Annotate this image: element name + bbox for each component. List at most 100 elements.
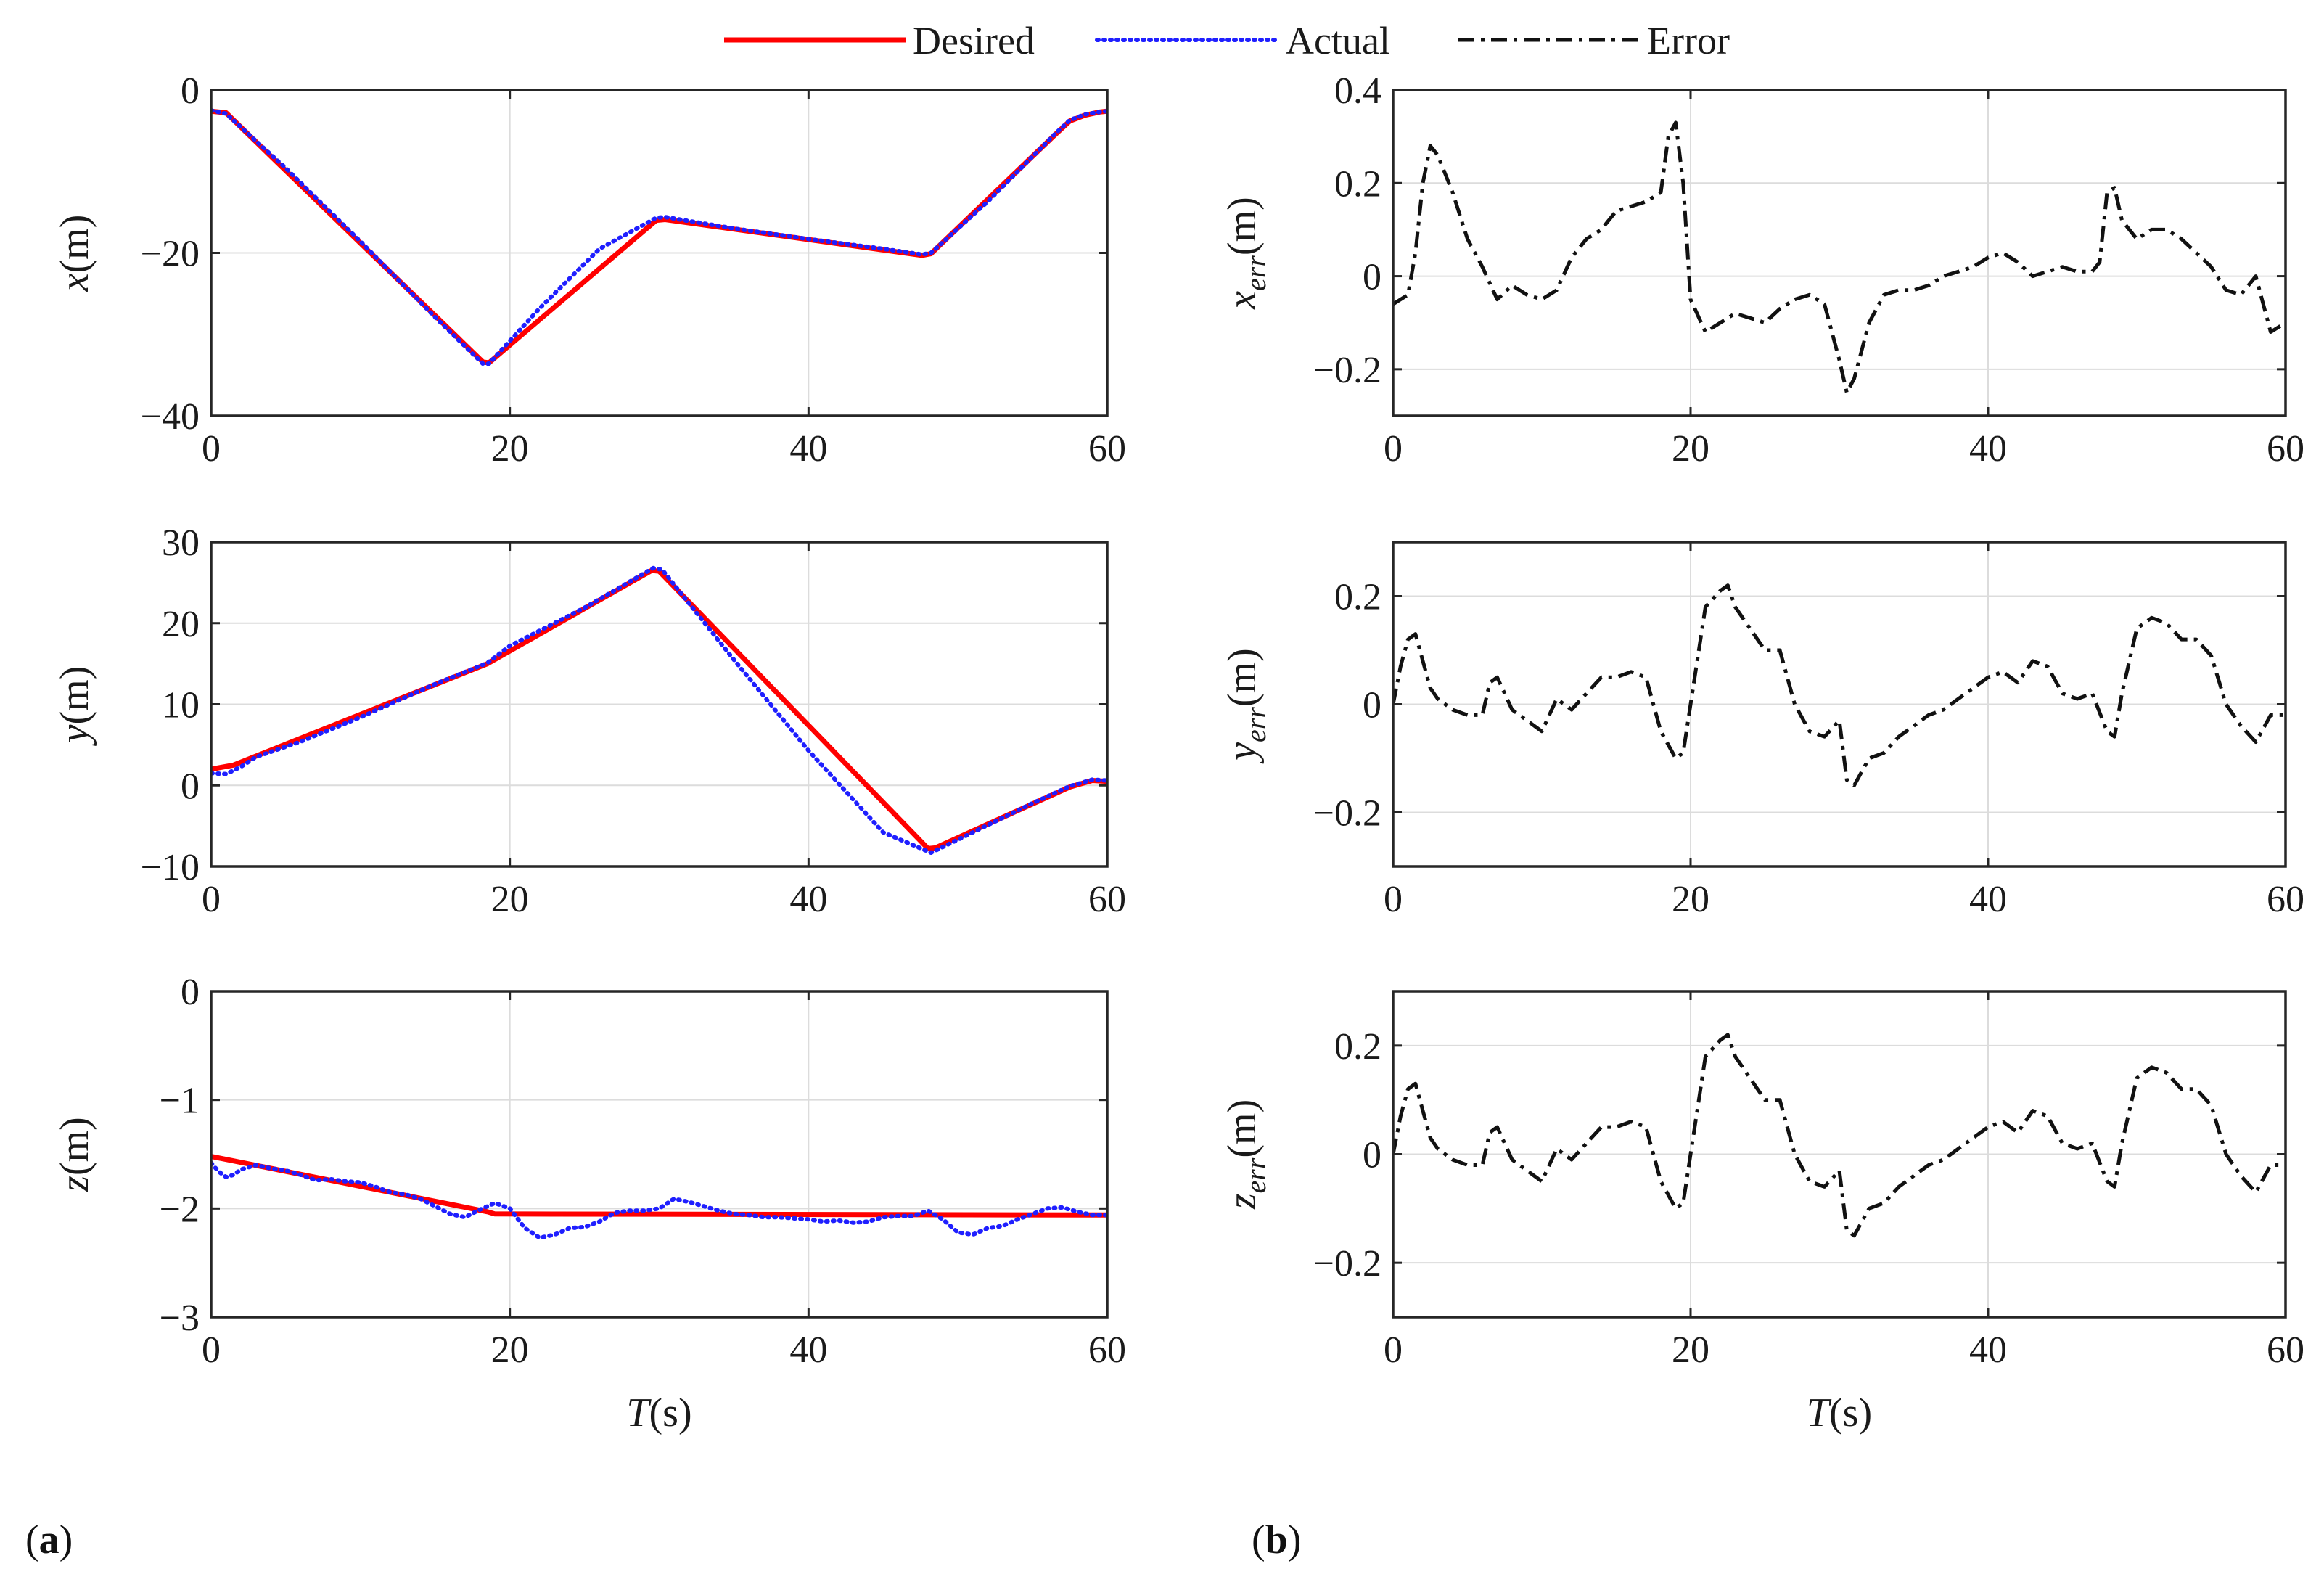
- series-actual-line: [211, 565, 1107, 855]
- y-axis-label: x(m): [52, 215, 97, 292]
- panel-label-b-letter: b: [1265, 1517, 1288, 1562]
- y-tick-label: −0.2: [1313, 350, 1381, 391]
- x-tick-label: 0: [1384, 879, 1403, 920]
- y-axis-label-unit: (m): [52, 666, 97, 725]
- series-actual-line: [211, 1160, 1107, 1240]
- y-tick-label: −20: [141, 234, 200, 275]
- plot-area: [211, 991, 1107, 1317]
- y-axis-label-unit: (m): [52, 215, 97, 274]
- y-tick-label: 0.4: [1334, 70, 1381, 112]
- y-axis-label-var: x: [52, 273, 97, 292]
- y-tick-label: 0.2: [1334, 1026, 1381, 1067]
- y-tick-label: 0.2: [1334, 577, 1381, 618]
- y-tick-label: −0.2: [1313, 793, 1381, 835]
- y-tick-label: 0: [181, 972, 200, 1013]
- x-tick-label: 60: [2267, 1329, 2304, 1371]
- x-tick-label: 20: [1672, 879, 1709, 920]
- x-axis-label: T(s): [1807, 1390, 1872, 1435]
- x-tick-label: 40: [1969, 428, 2007, 470]
- x-axis-label-var: T: [626, 1390, 652, 1435]
- y-axis-label: z(m): [52, 1117, 97, 1192]
- plot-area: [1393, 90, 2286, 416]
- y-axis-label-var: z: [1220, 1193, 1265, 1210]
- x-tick-label: 40: [789, 428, 827, 470]
- y-tick-label: 0.2: [1334, 163, 1381, 205]
- x-tick-label: 20: [491, 428, 529, 470]
- panel-label-a: (a): [25, 1517, 73, 1562]
- y-axis-label: y(m): [52, 666, 97, 747]
- axes-frame: [1392, 89, 2287, 417]
- y-tick-label: 30: [162, 522, 200, 564]
- y-axis-label-var: y: [52, 724, 97, 746]
- x-tick-label: 60: [1088, 428, 1126, 470]
- legend-error-label: Error: [1647, 19, 1730, 62]
- x-tick-label: 20: [491, 879, 529, 920]
- legend-actual-label: Actual: [1286, 19, 1390, 62]
- y-axis-label-var: z: [52, 1176, 97, 1192]
- x-tick-label: 20: [1672, 1329, 1709, 1371]
- series-error-line: [1393, 120, 2286, 395]
- series-desired-line: [211, 1154, 1107, 1218]
- y-axis-label-sub: err: [1239, 1157, 1272, 1193]
- panel-label-a-close: ): [59, 1517, 73, 1562]
- x-tick-label: 60: [1088, 1329, 1126, 1371]
- y-axis-label-unit: (m): [1220, 197, 1265, 255]
- y-axis-label-unit: (m): [1220, 1099, 1265, 1158]
- x-axis-label-unit: (s): [649, 1390, 692, 1435]
- series-error-line: [1393, 1033, 2286, 1238]
- y-axis-label-sub: err: [1239, 255, 1272, 291]
- y-tick-label: 0: [1363, 257, 1381, 298]
- x-tick-label: 60: [2267, 428, 2304, 470]
- y-tick-label: −10: [141, 847, 200, 888]
- x-axis-label-unit: (s): [1829, 1390, 1872, 1435]
- x-tick-label: 60: [2267, 879, 2304, 920]
- panel-label-a-open: (: [25, 1517, 39, 1562]
- y-axis-label-sub: err: [1239, 707, 1272, 742]
- series-actual-line: [211, 108, 1107, 366]
- y-tick-label: 0: [181, 766, 200, 807]
- x-tick-label: 40: [1969, 879, 2007, 920]
- y-axis-label: zerr(m): [1220, 1099, 1272, 1210]
- legend: Desired Actual Error: [724, 19, 1730, 62]
- y-tick-label: 20: [162, 604, 200, 645]
- y-axis-label: yerr(m): [1220, 648, 1272, 764]
- y-tick-label: 0: [1363, 1135, 1381, 1176]
- x-tick-label: 0: [202, 428, 221, 470]
- y-tick-label: −0.2: [1313, 1243, 1381, 1284]
- x-tick-label: 40: [789, 1329, 827, 1371]
- y-tick-label: −3: [160, 1298, 200, 1339]
- chart-yerr: 0 20 40 60 −0.2 0 0.2 yerr(m): [1220, 541, 2304, 920]
- panel-label-b-close: ): [1288, 1517, 1302, 1562]
- x-tick-label: 20: [1672, 428, 1709, 470]
- y-tick-label: −40: [141, 396, 200, 438]
- y-tick-label: 0: [1363, 685, 1381, 726]
- chart-zerr: 0 20 40 60 −0.2 0 0.2 zerr(m) T(s): [1220, 990, 2304, 1435]
- y-tick-label: −2: [160, 1189, 200, 1230]
- y-tick-label: 0: [181, 70, 200, 112]
- x-tick-label: 0: [202, 1329, 221, 1371]
- x-tick-label: 20: [491, 1329, 529, 1371]
- y-axis-label-var: y: [1220, 742, 1265, 764]
- x-axis-label-var: T: [1807, 1390, 1832, 1435]
- y-axis-label: xerr(m): [1220, 197, 1272, 310]
- panel-label-b-open: (: [1252, 1517, 1265, 1562]
- y-axis-label-unit: (m): [52, 1117, 97, 1176]
- chart-x: 0 20 40 60 −40 −20 0 x(m): [52, 70, 1126, 470]
- x-tick-label: 0: [1384, 1329, 1403, 1371]
- axes-frame: [210, 990, 1109, 1319]
- series-error-line: [1393, 583, 2286, 787]
- x-tick-label: 0: [202, 879, 221, 920]
- x-axis-label: T(s): [626, 1390, 691, 1435]
- y-tick-label: −1: [160, 1081, 200, 1122]
- x-tick-label: 0: [1384, 428, 1403, 470]
- y-axis-label-var: x: [1220, 291, 1265, 310]
- chart-z: 0 20 40 60 −3 −2 −1 0 z(m) T(s): [52, 972, 1126, 1435]
- panel-label-b: (b): [1252, 1517, 1301, 1562]
- y-axis-label-unit: (m): [1220, 648, 1265, 707]
- x-tick-label: 40: [789, 879, 827, 920]
- y-tick-label: 10: [162, 685, 200, 726]
